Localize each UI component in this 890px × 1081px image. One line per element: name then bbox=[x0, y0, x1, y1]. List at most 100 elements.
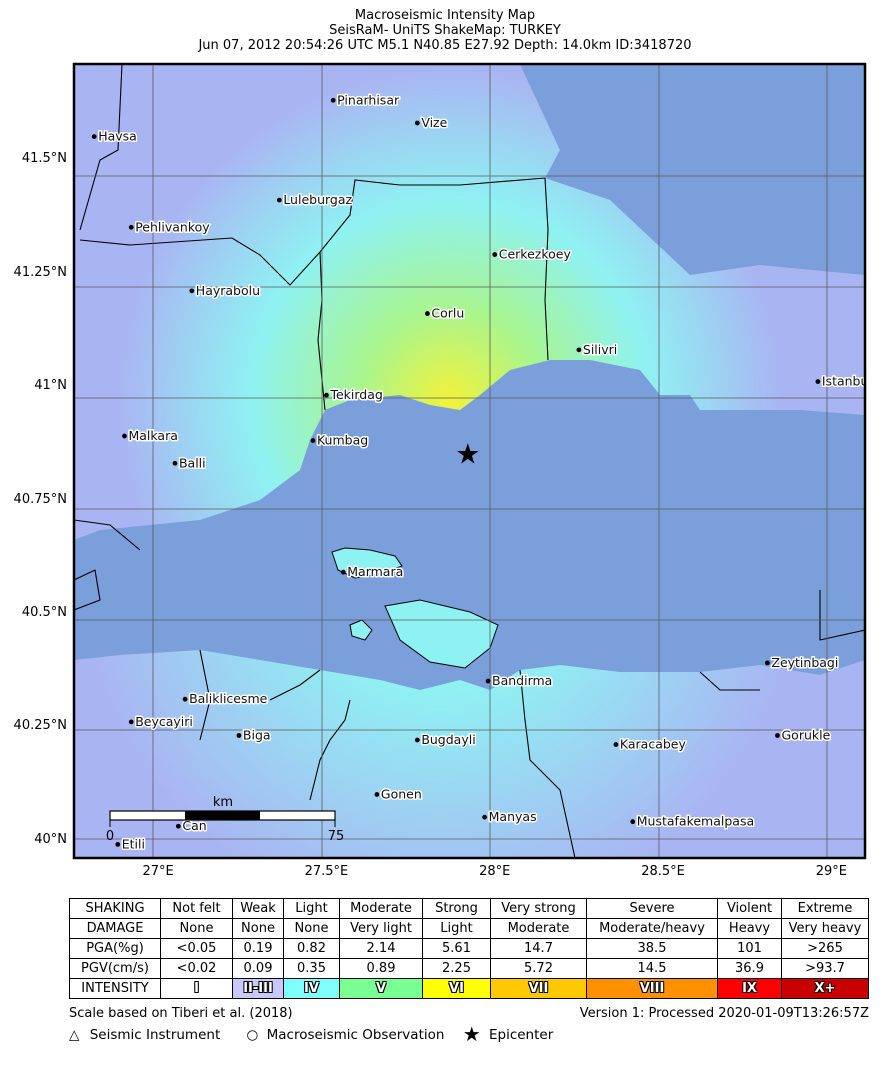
symbol-legend: △ Seismic Instrument ○ Macroseismic Obse… bbox=[69, 1022, 553, 1046]
legend-cell: Very strong bbox=[490, 898, 587, 919]
intensity-swatch: VIII bbox=[586, 978, 718, 999]
circle-icon: ○ bbox=[246, 1027, 259, 1043]
legend-cell: Strong bbox=[422, 898, 491, 919]
scale-bar: km 0 75 bbox=[106, 795, 344, 844]
macroseismic-label: Macroseismic Observation bbox=[266, 1027, 445, 1043]
legend-header-pga: PGA(%g) bbox=[69, 938, 161, 959]
legend-cell: Light bbox=[283, 898, 340, 919]
city-dot bbox=[492, 252, 498, 257]
city-label: Corlu bbox=[431, 306, 464, 321]
city-dot bbox=[128, 224, 134, 230]
city-label: Vize bbox=[421, 115, 447, 130]
city-dot bbox=[340, 569, 346, 575]
legend-cell: None bbox=[232, 918, 284, 939]
legend-cell: 38.5 bbox=[586, 938, 718, 959]
legend-cell: Violent bbox=[717, 898, 782, 919]
legend-row-shaking: SHAKING Not felt Weak Light Moderate Str… bbox=[69, 898, 869, 919]
city-dot bbox=[189, 288, 195, 294]
legend-cell: 0.09 bbox=[232, 958, 284, 979]
legend-header-damage: DAMAGE bbox=[69, 918, 161, 939]
city-dot bbox=[324, 392, 329, 398]
city-label: Malkara bbox=[128, 428, 177, 443]
legend-cell: 0.82 bbox=[283, 938, 340, 959]
legend-cell: 101 bbox=[717, 938, 782, 959]
city-label: Silivri bbox=[583, 342, 617, 357]
city-dot bbox=[425, 311, 430, 316]
legend-cell: 0.35 bbox=[283, 958, 340, 979]
city-label: Manyas bbox=[489, 809, 537, 824]
legend-cell: 2.14 bbox=[339, 938, 423, 959]
legend-cell: Severe bbox=[586, 898, 718, 919]
city-label: Beycayiri bbox=[135, 714, 193, 729]
black-sea bbox=[520, 64, 865, 270]
city-label: Hayrabolu bbox=[196, 283, 260, 298]
legend-row-pgv: PGV(cm/s) <0.02 0.09 0.35 0.89 2.25 5.72… bbox=[69, 958, 869, 979]
intensity-swatch: IX bbox=[717, 978, 782, 999]
city-dot bbox=[182, 696, 188, 702]
intensity-map: Pinarhisar Vize Havsa Luleburgaz Pehlivankoy… bbox=[72, 62, 867, 860]
city-dot bbox=[310, 438, 316, 443]
city-dot bbox=[115, 841, 121, 847]
intensity-swatch: IV bbox=[283, 978, 340, 999]
city-label: Tekirdag bbox=[329, 387, 382, 402]
city-label: Gonen bbox=[381, 786, 422, 801]
city-label: Karacabey bbox=[620, 737, 687, 752]
city-label: Cerkezkoey bbox=[499, 247, 572, 262]
city-label: Zeytinbagi bbox=[771, 655, 838, 670]
lat-tick-label: 41.25°N bbox=[13, 264, 67, 280]
lon-tick-label: 28.5°E bbox=[641, 864, 685, 879]
legend-cell: Very heavy bbox=[781, 918, 869, 939]
lat-tick-label: 40.5°N bbox=[21, 604, 67, 620]
city-label: Pehlivankoy bbox=[135, 219, 210, 234]
intensity-swatch: VI bbox=[422, 978, 491, 999]
legend-cell: Moderate bbox=[490, 918, 587, 939]
city-dot bbox=[175, 823, 181, 829]
city-dot bbox=[414, 737, 420, 743]
city-label: Biga bbox=[243, 727, 271, 742]
city-dot bbox=[128, 719, 134, 725]
city-dot bbox=[815, 379, 821, 384]
city-dot bbox=[630, 819, 636, 825]
lon-tick-label: 28°E bbox=[479, 864, 511, 879]
scale-note: Scale based on Tiberi et al. (2018) bbox=[69, 1006, 293, 1021]
version-note: Version 1: Processed 2020-01-09T13:26:57… bbox=[579, 1006, 869, 1021]
legend-cell: 5.61 bbox=[422, 938, 491, 959]
triangle-icon: △ bbox=[69, 1027, 80, 1043]
lon-tick-label: 27.5°E bbox=[304, 864, 349, 879]
legend-cell: None bbox=[283, 918, 340, 939]
title-line-1: Macroseismic Intensity Map bbox=[354, 8, 536, 23]
city-label: Havsa bbox=[98, 129, 137, 144]
legend-cell: Very light bbox=[339, 918, 423, 939]
legend-cell: 14.7 bbox=[490, 938, 587, 959]
epicenter-label: Epicenter bbox=[488, 1027, 554, 1043]
city-label: Bandirma bbox=[492, 673, 552, 688]
city-label: Mustafakemalpasa bbox=[637, 814, 754, 829]
legend-header-shaking: SHAKING bbox=[69, 898, 161, 919]
intensity-legend-table: SHAKING Not felt Weak Light Moderate Str… bbox=[69, 898, 869, 999]
lat-tick-label: 41°N bbox=[34, 378, 67, 394]
city-dot bbox=[374, 792, 380, 797]
lat-tick-label: 41.5°N bbox=[21, 151, 67, 167]
city-label: Gorukle bbox=[781, 727, 830, 742]
city-label: Marmara bbox=[347, 564, 403, 579]
city-label: Baliklicesme bbox=[189, 691, 268, 706]
city-label: Bugdayli bbox=[421, 732, 475, 747]
thrace-landmass bbox=[74, 64, 865, 540]
city-label: Balli bbox=[179, 455, 206, 470]
legend-cell: <0.02 bbox=[160, 958, 233, 979]
scale-bar-start: 0 bbox=[106, 829, 114, 844]
city-dot bbox=[485, 678, 491, 684]
city-dot bbox=[276, 197, 282, 203]
legend-row-damage: DAMAGE None None None Very light Light M… bbox=[69, 918, 869, 939]
lat-tick-label: 40.25°N bbox=[13, 718, 67, 734]
intensity-swatch: V bbox=[339, 978, 423, 999]
legend-cell: Moderate/heavy bbox=[586, 918, 718, 939]
legend-cell: <0.05 bbox=[160, 938, 233, 959]
legend-header-pgv: PGV(cm/s) bbox=[69, 958, 161, 979]
title-line-3: Jun 07, 2012 20:54:26 UTC M5.1 N40.85 E2… bbox=[198, 38, 692, 53]
legend-cell: 0.89 bbox=[339, 958, 423, 979]
lat-tick-label: 40°N bbox=[34, 831, 67, 847]
legend-cell: 0.19 bbox=[232, 938, 284, 959]
legend-cell: 36.9 bbox=[717, 958, 782, 979]
city-dot bbox=[236, 733, 242, 738]
